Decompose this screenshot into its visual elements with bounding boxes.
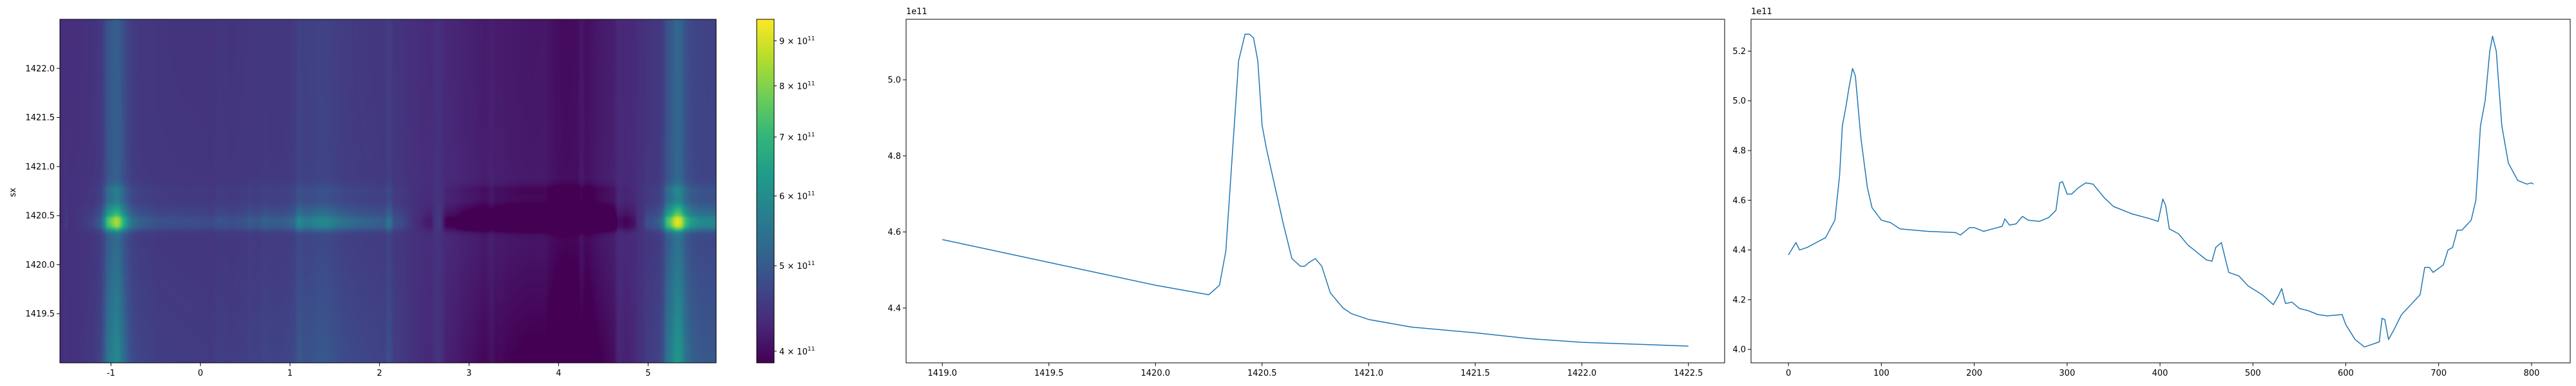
profile-xtick-label: 700 — [2430, 369, 2447, 378]
tick-mantissa: 6 × 10 — [779, 192, 808, 202]
spectrum-xtick-label: 1422.0 — [1567, 369, 1596, 378]
spectrum-frame — [905, 19, 1725, 363]
profile-xtick-label: 800 — [2524, 369, 2540, 378]
tick-mantissa: 4 × 10 — [779, 347, 808, 357]
colorbar-tick-label: 8 × 1011 — [779, 80, 815, 91]
heatmap-ylabel: sx — [8, 187, 18, 197]
heatmap-xtick-label: 1 — [287, 369, 292, 378]
spectrum-xtick-label: 1420.5 — [1247, 369, 1277, 378]
profile-ytick-label: 4.0 — [1732, 345, 1746, 355]
spectrum-offset-label: 1e11 — [906, 7, 927, 17]
profile-xtick-label: 300 — [2059, 369, 2075, 378]
colorbar-tick-label: 4 × 1011 — [779, 346, 815, 357]
spectrum-xtick-label: 1422.5 — [1674, 369, 1703, 378]
tick-exponent: 11 — [808, 80, 815, 87]
colorbar-gradient — [757, 19, 774, 363]
heatmap-xtick-label: 3 — [466, 369, 471, 378]
profile-xtick-label: 200 — [1966, 369, 1982, 378]
heatmap-xtick-label: 5 — [645, 369, 650, 378]
profile-ytick-label: 4.4 — [1732, 246, 1746, 255]
tick-exponent: 11 — [808, 132, 815, 138]
heatmap-ytick-label: 1421.5 — [26, 113, 55, 123]
heatmap-xtick-label: -1 — [107, 369, 115, 378]
spectrum-xtick-label: 1421.0 — [1354, 369, 1383, 378]
heatmap-ytick-label: 1420.5 — [26, 212, 55, 221]
profile-xtick-label: 600 — [2338, 369, 2354, 378]
tick-mantissa: 7 × 10 — [779, 133, 808, 143]
tick-exponent: 11 — [808, 346, 815, 353]
heatmap-ytick-label: 1420.0 — [26, 261, 55, 270]
profile-ytick-label: 4.2 — [1732, 295, 1746, 305]
spectrum-ytick-label: 4.8 — [887, 152, 901, 161]
colorbar-tick-label: 6 × 1011 — [779, 191, 815, 202]
profile-ytick-label: 4.8 — [1732, 147, 1746, 156]
profile-ytick-label: 5.0 — [1732, 96, 1746, 106]
profile-frame — [1750, 19, 2571, 363]
spectrum-xtick-label: 1420.0 — [1141, 369, 1171, 378]
heatmap-ytick-label: 1421.0 — [26, 162, 55, 172]
heatmap-xtick-label: 0 — [198, 369, 203, 378]
spectrum-xtick-label: 1419.0 — [928, 369, 958, 378]
tick-exponent: 11 — [808, 191, 815, 198]
tick-exponent: 11 — [808, 261, 815, 267]
profile-offset-label: 1e11 — [1751, 7, 1772, 17]
tick-mantissa: 8 × 10 — [779, 82, 808, 91]
colorbar-frame — [756, 19, 775, 363]
heatmap-ytick-label: 1419.5 — [26, 309, 55, 319]
spectrum-ytick-label: 5.0 — [887, 76, 901, 86]
tick-mantissa: 9 × 10 — [779, 37, 808, 46]
profile-ytick-label: 5.2 — [1732, 47, 1746, 57]
heatmap-frame — [59, 19, 717, 363]
colorbar-tick-label: 7 × 1011 — [779, 132, 815, 143]
profile-xtick-label: 0 — [1786, 369, 1791, 378]
spectrum-ytick-label: 4.4 — [887, 304, 901, 313]
spectrum-xtick-label: 1419.5 — [1034, 369, 1064, 378]
heatmap-image — [60, 19, 716, 363]
colorbar-tick-label: 5 × 1011 — [779, 261, 815, 271]
profile-xtick-label: 400 — [2152, 369, 2168, 378]
profile-xtick-label: 100 — [1873, 369, 1889, 378]
heatmap-xtick-label: 2 — [377, 369, 382, 378]
colorbar-tick-label: 9 × 1011 — [779, 35, 815, 46]
tick-exponent: 11 — [808, 35, 815, 42]
heatmap-xtick-label: 4 — [556, 369, 561, 378]
tick-mantissa: 5 × 10 — [779, 262, 808, 271]
spectrum-ytick-label: 4.6 — [887, 228, 901, 237]
profile-series-line — [1788, 35, 2534, 348]
spectrum-series-line — [942, 33, 1689, 347]
profile-ytick-label: 4.6 — [1732, 196, 1746, 206]
profile-xtick-label: 500 — [2245, 369, 2261, 378]
spectrum-xtick-label: 1421.5 — [1461, 369, 1490, 378]
heatmap-ytick-label: 1422.0 — [26, 64, 55, 74]
